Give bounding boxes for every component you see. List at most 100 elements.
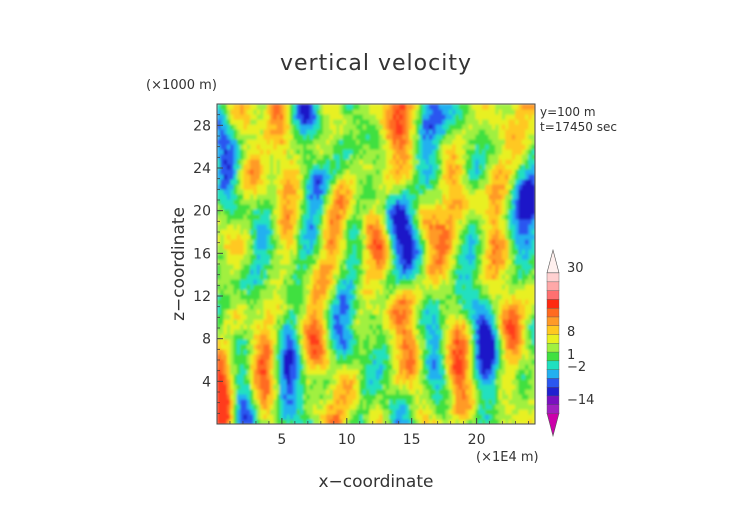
heatmap-cell	[429, 389, 433, 395]
heatmap-cell	[442, 309, 447, 315]
heatmap-cell	[319, 164, 324, 170]
heatmap-cell	[422, 374, 427, 380]
heatmap-cell	[399, 374, 404, 380]
heatmap-cell	[332, 149, 337, 155]
heatmap-cell	[303, 294, 308, 300]
heatmap-cell	[445, 134, 450, 140]
heatmap-cell	[399, 239, 404, 245]
heatmap-cell	[425, 299, 430, 305]
heatmap-cell	[452, 109, 457, 115]
heatmap-cell	[253, 404, 258, 410]
heatmap-cell	[299, 204, 304, 210]
heatmap-cell	[270, 209, 274, 215]
heatmap-cell	[329, 299, 334, 305]
heatmap-cell	[448, 169, 453, 175]
heatmap-cell	[323, 129, 327, 135]
heatmap-cell	[379, 184, 384, 190]
heatmap-cell	[379, 339, 384, 345]
heatmap-cell	[445, 269, 450, 275]
heatmap-cell	[303, 204, 308, 210]
heatmap-cell	[455, 134, 460, 140]
heatmap-cell	[289, 279, 294, 285]
heatmap-cell	[303, 274, 308, 280]
heatmap-cell	[299, 284, 304, 290]
heatmap-cell	[445, 409, 450, 415]
heatmap-cell	[226, 279, 231, 285]
heatmap-cell	[263, 349, 268, 355]
heatmap-cell	[273, 389, 278, 395]
heatmap-cell	[419, 314, 423, 320]
heatmap-cell	[263, 299, 268, 305]
heatmap-cell	[279, 159, 284, 165]
heatmap-cell	[279, 364, 284, 370]
heatmap-cell	[395, 394, 400, 400]
heatmap-cell	[346, 289, 351, 295]
heatmap-cell	[326, 254, 331, 260]
heatmap-cell	[336, 324, 341, 330]
heatmap-cell	[243, 374, 248, 380]
heatmap-cell	[226, 324, 231, 330]
heatmap-cell	[352, 124, 357, 130]
heatmap-cell	[419, 299, 423, 305]
heatmap-cell	[432, 259, 437, 265]
heatmap-cell	[346, 249, 351, 255]
heatmap-cell	[432, 359, 437, 365]
heatmap-cell	[359, 264, 364, 270]
heatmap-cell	[256, 109, 261, 115]
heatmap-cell	[432, 264, 437, 270]
heatmap-cell	[422, 289, 427, 295]
heatmap-cell	[399, 309, 404, 315]
heatmap-cell	[458, 374, 463, 380]
heatmap-cell	[425, 374, 430, 380]
heatmap-cell	[233, 109, 238, 115]
heatmap-cell	[266, 394, 271, 400]
heatmap-cell	[429, 319, 433, 325]
heatmap-cell	[366, 124, 370, 130]
heatmap-cell	[452, 274, 457, 280]
heatmap-cell	[316, 194, 321, 200]
heatmap-cell	[369, 114, 374, 120]
heatmap-cell	[455, 119, 460, 125]
heatmap-cell	[303, 379, 308, 385]
heatmap-cell	[306, 139, 311, 145]
heatmap-cell	[286, 194, 291, 200]
heatmap-cell	[273, 134, 278, 140]
heatmap-cell	[236, 329, 241, 335]
heatmap-cell	[256, 149, 261, 155]
heatmap-cell	[379, 234, 384, 240]
heatmap-cell	[296, 229, 301, 235]
heatmap-cell	[458, 264, 463, 270]
heatmap-cell	[432, 384, 437, 390]
heatmap-cell	[276, 139, 281, 145]
heatmap-cell	[425, 349, 430, 355]
heatmap-cell	[342, 214, 347, 220]
heatmap-cell	[306, 289, 311, 295]
heatmap-cell	[220, 269, 225, 275]
heatmap-cell	[233, 244, 238, 250]
heatmap-cell	[260, 134, 264, 140]
heatmap-cell	[438, 174, 443, 180]
heatmap-cell	[432, 249, 437, 255]
heatmap-cell	[303, 194, 308, 200]
heatmap-cell	[230, 289, 235, 295]
heatmap-cell	[263, 329, 268, 335]
heatmap-cell	[276, 374, 281, 380]
heatmap-cell	[362, 289, 367, 295]
heatmap-cell	[395, 244, 400, 250]
heatmap-cell	[445, 159, 450, 165]
heatmap-cell	[283, 249, 288, 255]
heatmap-cell	[372, 399, 377, 405]
heatmap-cell	[356, 299, 361, 305]
heatmap-cell	[283, 369, 288, 375]
heatmap-cell	[395, 354, 400, 360]
heatmap-cell	[452, 159, 457, 165]
heatmap-cell	[289, 409, 294, 415]
heatmap-cell	[303, 344, 308, 350]
heatmap-cell	[379, 414, 384, 420]
heatmap-cell	[230, 134, 235, 140]
heatmap-cell	[448, 244, 453, 250]
heatmap-cell	[472, 249, 476, 255]
heatmap-cell	[392, 259, 397, 265]
heatmap-cell	[233, 394, 238, 400]
heatmap-cell	[376, 279, 380, 285]
